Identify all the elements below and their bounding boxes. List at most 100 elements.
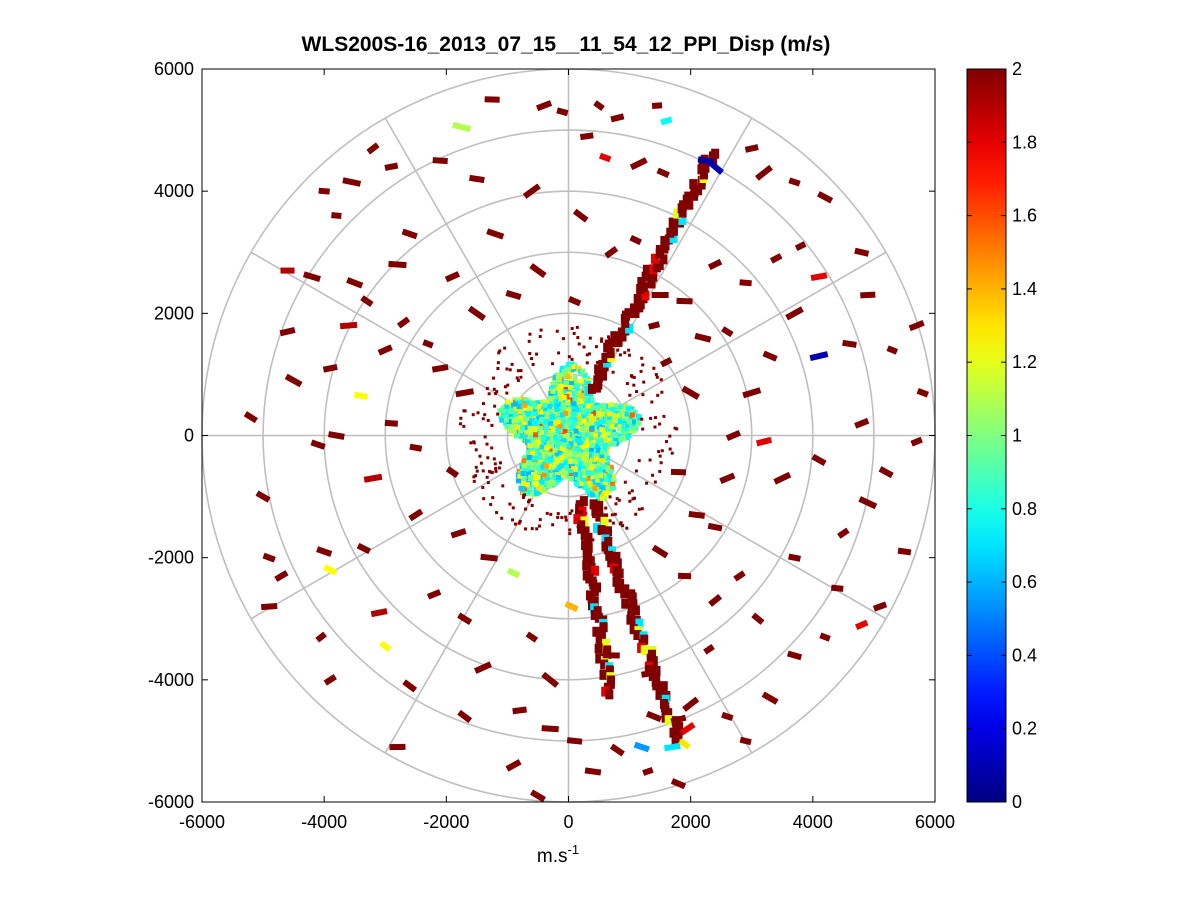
cluster-cell (629, 412, 635, 418)
data-point (262, 552, 276, 563)
cluster-cell (627, 419, 633, 425)
cluster-cell (590, 439, 596, 445)
cluster-cell (511, 414, 517, 420)
data-point (703, 644, 715, 655)
cluster-cell (561, 438, 567, 444)
cluster-edge-cell (523, 527, 527, 531)
cluster-edge-cell (535, 352, 539, 356)
cluster-edge-cell (503, 346, 507, 350)
data-point (707, 522, 723, 532)
cluster-cell (558, 396, 564, 402)
cluster-edge-cell (561, 337, 565, 341)
data-point (855, 619, 869, 630)
data-point (739, 736, 752, 746)
cluster-cell (571, 401, 577, 407)
cluster-cell (622, 404, 628, 410)
cluster-cell (569, 361, 575, 367)
cluster-cell (518, 428, 524, 434)
cluster-edge-cell (560, 516, 564, 520)
cluster-cell (546, 430, 552, 436)
cluster-edge-cell (570, 509, 574, 513)
cluster-edge-cell (592, 515, 596, 519)
data-point (676, 297, 693, 305)
cluster-edge-cell (497, 466, 501, 470)
beam-cell (595, 653, 604, 664)
data-point (384, 162, 399, 171)
cluster-cell (598, 438, 604, 444)
cluster-edge-cell (530, 503, 534, 507)
cluster-cell (531, 475, 537, 481)
cluster-edge-cell (496, 361, 500, 365)
cluster-edge-cell (483, 413, 487, 417)
data-point (284, 373, 303, 388)
cluster-edge-cell (490, 470, 494, 474)
cluster-cell (581, 418, 587, 424)
cluster-cell (542, 480, 548, 486)
cluster-cell (558, 383, 564, 389)
cluster-cell (532, 471, 538, 477)
cluster-edge-cell (474, 474, 478, 478)
cluster-edge-cell (472, 479, 476, 483)
cluster-cell (599, 419, 605, 425)
data-point (444, 271, 461, 283)
beam-cell (642, 264, 651, 275)
beam-cell (595, 511, 604, 522)
cluster-edge-cell (577, 342, 581, 346)
cluster-edge-cell (657, 450, 661, 454)
cluster-cell (569, 380, 575, 386)
colorbar-tick-label: 0.4 (1012, 645, 1037, 665)
cluster-cell (558, 463, 564, 469)
cluster-edge-cell (653, 416, 657, 420)
cluster-cell (568, 441, 574, 447)
cluster-edge-cell (628, 499, 632, 503)
cluster-cell (595, 477, 601, 483)
cluster-cell (597, 479, 603, 485)
cluster-cell (516, 400, 522, 406)
beam-cell (596, 636, 605, 647)
cluster-cell (590, 457, 596, 463)
data-point (809, 351, 829, 362)
cluster-cell (605, 426, 611, 432)
cluster-edge-cell (481, 402, 485, 406)
cluster-cell (630, 419, 636, 425)
cluster-edge-cell (656, 393, 660, 397)
cluster-cell (570, 396, 576, 402)
cluster-cell (526, 411, 532, 417)
cluster-cell (588, 465, 594, 471)
data-point (445, 466, 460, 478)
cluster-edge-cell (627, 353, 631, 357)
cluster-cell (621, 422, 627, 428)
data-point (579, 132, 594, 141)
cluster-edge-cell (472, 475, 476, 479)
cluster-cell (512, 418, 518, 424)
cluster-cell (528, 429, 534, 435)
data-point (651, 544, 669, 559)
cluster-cell (513, 421, 519, 427)
cluster-cell (565, 374, 571, 380)
cluster-edge-cell (649, 416, 653, 420)
beam-cell (605, 689, 614, 700)
cluster-cell (543, 408, 549, 414)
cluster-cell (572, 417, 578, 423)
cluster-cell (598, 430, 604, 436)
x-axis: -6000 -4000 -2000 0 2000 4000 6000 (179, 69, 955, 832)
cluster-cell (564, 433, 570, 439)
cluster-cell (550, 413, 556, 419)
cluster-edge-cell (608, 519, 612, 523)
beam-cell (668, 217, 677, 228)
cluster-cell (618, 404, 624, 410)
cluster-cell (611, 478, 617, 484)
cluster-cell (541, 472, 547, 478)
cluster-edge-cell (614, 502, 618, 506)
cluster-cell (612, 413, 618, 419)
beam-cell (590, 565, 599, 576)
cluster-cell (549, 431, 555, 437)
cluster-cell (521, 420, 527, 426)
beam-cell (599, 669, 608, 680)
cluster-cell (548, 424, 554, 430)
beam-cell (669, 727, 678, 738)
data-point (468, 174, 485, 184)
cluster-cell (521, 458, 527, 464)
cluster-cell (596, 486, 602, 492)
cluster-cell (527, 474, 533, 480)
